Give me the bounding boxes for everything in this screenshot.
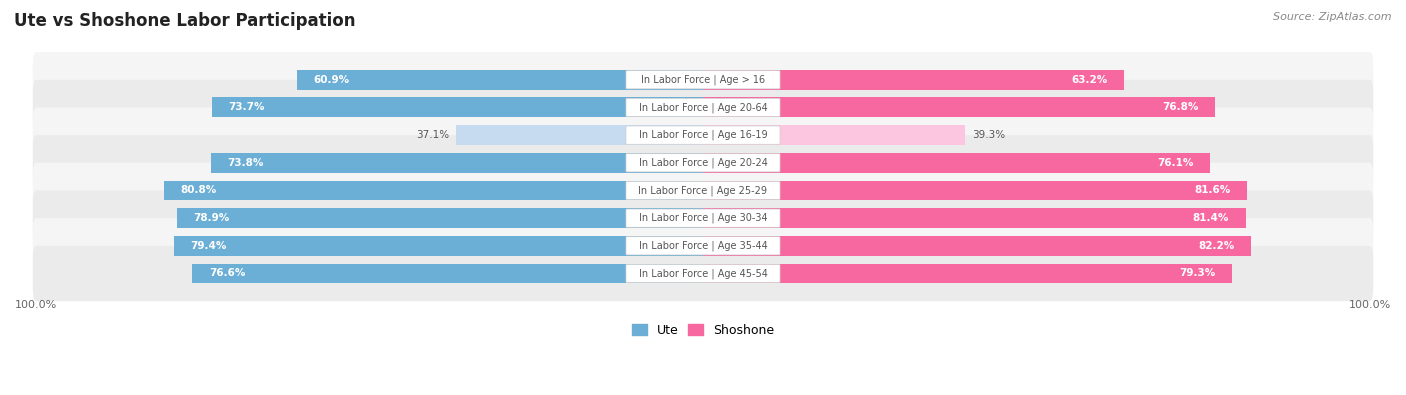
FancyBboxPatch shape bbox=[32, 190, 1374, 246]
Text: 78.9%: 78.9% bbox=[194, 213, 229, 223]
Bar bbox=[211, 153, 703, 173]
Text: 37.1%: 37.1% bbox=[416, 130, 449, 140]
FancyBboxPatch shape bbox=[32, 52, 1374, 107]
Text: 76.1%: 76.1% bbox=[1157, 158, 1194, 168]
Text: 60.9%: 60.9% bbox=[314, 75, 350, 85]
Text: Source: ZipAtlas.com: Source: ZipAtlas.com bbox=[1274, 12, 1392, 22]
FancyBboxPatch shape bbox=[32, 218, 1374, 273]
Bar bbox=[703, 181, 1247, 200]
Bar bbox=[193, 263, 703, 284]
FancyBboxPatch shape bbox=[32, 107, 1374, 163]
Bar bbox=[297, 70, 703, 90]
FancyBboxPatch shape bbox=[32, 135, 1374, 190]
Text: 76.6%: 76.6% bbox=[209, 269, 245, 278]
Bar bbox=[165, 181, 703, 200]
Text: 80.8%: 80.8% bbox=[181, 186, 217, 196]
Text: In Labor Force | Age 45-54: In Labor Force | Age 45-54 bbox=[638, 268, 768, 279]
FancyBboxPatch shape bbox=[626, 209, 780, 227]
Text: 79.4%: 79.4% bbox=[190, 241, 226, 251]
Text: In Labor Force | Age 25-29: In Labor Force | Age 25-29 bbox=[638, 185, 768, 196]
FancyBboxPatch shape bbox=[626, 98, 780, 117]
Bar bbox=[211, 98, 703, 117]
Text: In Labor Force | Age 30-34: In Labor Force | Age 30-34 bbox=[638, 213, 768, 224]
FancyBboxPatch shape bbox=[32, 80, 1374, 135]
Text: In Labor Force | Age 16-19: In Labor Force | Age 16-19 bbox=[638, 130, 768, 140]
Text: 39.3%: 39.3% bbox=[972, 130, 1005, 140]
Bar bbox=[703, 208, 1246, 228]
Bar bbox=[703, 153, 1211, 173]
Text: 63.2%: 63.2% bbox=[1071, 75, 1108, 85]
Bar bbox=[703, 263, 1232, 284]
FancyBboxPatch shape bbox=[32, 163, 1374, 218]
Text: In Labor Force | Age 35-44: In Labor Force | Age 35-44 bbox=[638, 241, 768, 251]
Bar bbox=[703, 98, 1215, 117]
Bar bbox=[703, 125, 965, 145]
Text: In Labor Force | Age 20-64: In Labor Force | Age 20-64 bbox=[638, 102, 768, 113]
Text: 81.6%: 81.6% bbox=[1194, 186, 1230, 196]
FancyBboxPatch shape bbox=[626, 237, 780, 255]
FancyBboxPatch shape bbox=[626, 154, 780, 172]
Text: 73.7%: 73.7% bbox=[228, 102, 264, 113]
FancyBboxPatch shape bbox=[626, 264, 780, 283]
Text: In Labor Force | Age > 16: In Labor Force | Age > 16 bbox=[641, 75, 765, 85]
Bar bbox=[703, 70, 1125, 90]
Bar bbox=[456, 125, 703, 145]
Text: 81.4%: 81.4% bbox=[1192, 213, 1229, 223]
Bar bbox=[177, 208, 703, 228]
Legend: Ute, Shoshone: Ute, Shoshone bbox=[627, 319, 779, 342]
FancyBboxPatch shape bbox=[32, 246, 1374, 301]
Bar bbox=[173, 236, 703, 256]
Text: In Labor Force | Age 20-24: In Labor Force | Age 20-24 bbox=[638, 158, 768, 168]
Text: 82.2%: 82.2% bbox=[1198, 241, 1234, 251]
Text: 73.8%: 73.8% bbox=[228, 158, 264, 168]
Text: 76.8%: 76.8% bbox=[1163, 102, 1198, 113]
Text: Ute vs Shoshone Labor Participation: Ute vs Shoshone Labor Participation bbox=[14, 12, 356, 30]
FancyBboxPatch shape bbox=[626, 71, 780, 89]
FancyBboxPatch shape bbox=[626, 126, 780, 144]
Text: 79.3%: 79.3% bbox=[1178, 269, 1215, 278]
Bar bbox=[703, 236, 1251, 256]
FancyBboxPatch shape bbox=[626, 181, 780, 199]
